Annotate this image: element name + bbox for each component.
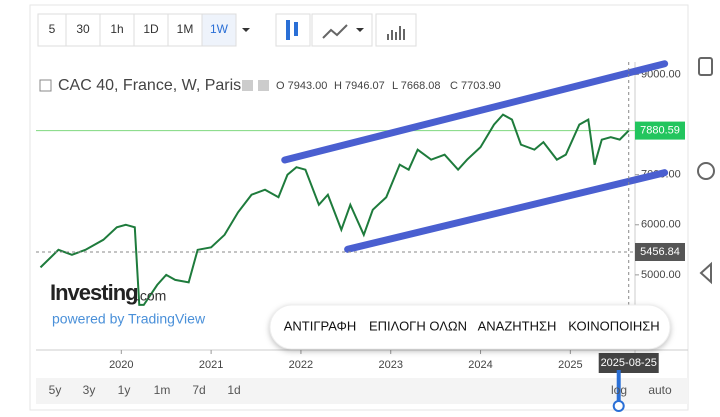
interval-label: 1M	[177, 22, 194, 36]
indicator-icon	[322, 24, 348, 39]
menu-item[interactable]: ΚΟΙΝΟΠΟΙΗΣΗ	[568, 318, 659, 333]
range-button[interactable]: 5y	[49, 383, 62, 397]
x-tick-label: 2021	[199, 359, 223, 371]
y-tick-label: 9000.00	[641, 68, 681, 80]
menu-item[interactable]: ΕΠΙΛΟΓΗ ΟΛΩΝ	[369, 318, 467, 333]
x-tick-label: 2022	[289, 359, 313, 371]
ohlc-value: C 7703.90	[450, 80, 501, 92]
ohlc-value: O 7943.00	[276, 80, 327, 92]
date-label: 2025-08-25	[601, 357, 657, 369]
watermark-brand: Investing	[50, 280, 138, 305]
interval-button[interactable]	[65, 13, 101, 47]
trendline	[344, 169, 669, 253]
settings-icon-2[interactable]	[258, 80, 269, 91]
interval-label: 1h	[110, 22, 123, 36]
interval-button[interactable]	[37, 13, 67, 47]
range-button[interactable]: 1m	[154, 383, 171, 397]
interval-button[interactable]	[201, 13, 237, 47]
nav-recent[interactable]	[698, 57, 713, 76]
legend-title: CAC 40, France, W, Paris	[58, 77, 241, 94]
context-menu	[269, 304, 671, 350]
ui: 5 30 1h 1D 1M 1W CAC 40, France, W, Paris O 794…	[37, 13, 672, 397]
menu-item[interactable]: ΑΝΑΖΗΤΗΣΗ	[478, 318, 557, 333]
scale-button[interactable]: log	[611, 383, 627, 397]
price-series	[39, 113, 630, 306]
settings-icon[interactable]	[242, 80, 253, 91]
range-button[interactable]: 1y	[118, 383, 131, 397]
crosshair-label: 5456.84	[640, 246, 680, 258]
date-label-bg	[598, 353, 659, 373]
bars-button[interactable]	[375, 13, 417, 47]
y-tick-label: 5000.00	[641, 269, 681, 281]
x-tick-label: 2025	[558, 359, 582, 371]
interval-label: 5	[49, 22, 56, 36]
collapse-icon[interactable]	[39, 79, 52, 92]
trendline	[281, 60, 669, 164]
interval-button[interactable]	[133, 13, 169, 47]
interval-dropdown[interactable]	[242, 28, 250, 32]
interval-button[interactable]	[99, 13, 135, 47]
bars-icon	[387, 26, 405, 40]
nav-back[interactable]	[699, 261, 712, 285]
candle-button[interactable]	[275, 13, 311, 47]
range-button[interactable]: 1d	[227, 383, 240, 397]
menu-item[interactable]: ΑΝΤΙΓΡΑΦΗ	[284, 318, 357, 333]
chart: 5000.006000.007000.009000.00202020212022…	[36, 60, 685, 412]
watermark-powered: powered by TradingView	[52, 311, 206, 327]
scale-button[interactable]: auto	[648, 383, 672, 397]
scroll-knob[interactable]	[612, 400, 625, 412]
price-label-bg	[635, 121, 685, 140]
x-tick-label: 2024	[468, 359, 492, 371]
indicator-dropdown[interactable]	[356, 28, 364, 32]
range-bar	[36, 378, 688, 404]
crosshair-label-bg	[635, 242, 685, 261]
y-tick-label: 6000.00	[641, 219, 681, 231]
ohlc-value: L 7668.08	[392, 80, 441, 92]
x-tick-label: 2020	[109, 359, 133, 371]
range-button[interactable]: 3y	[83, 383, 96, 397]
interval-label: 1D	[143, 22, 159, 36]
candle-icon	[286, 20, 298, 40]
interval-button[interactable]	[167, 13, 203, 47]
nav-home[interactable]	[697, 162, 715, 180]
nav-icons	[697, 57, 715, 285]
interval-label: 1W	[210, 22, 229, 36]
x-tick-label: 2023	[378, 359, 402, 371]
interval-label: 30	[76, 22, 90, 36]
price-label: 7880.59	[640, 124, 680, 136]
range-button[interactable]: 7d	[192, 383, 205, 397]
ohlc-value: H 7946.07	[334, 80, 385, 92]
watermark-suffix: .com	[136, 288, 166, 304]
